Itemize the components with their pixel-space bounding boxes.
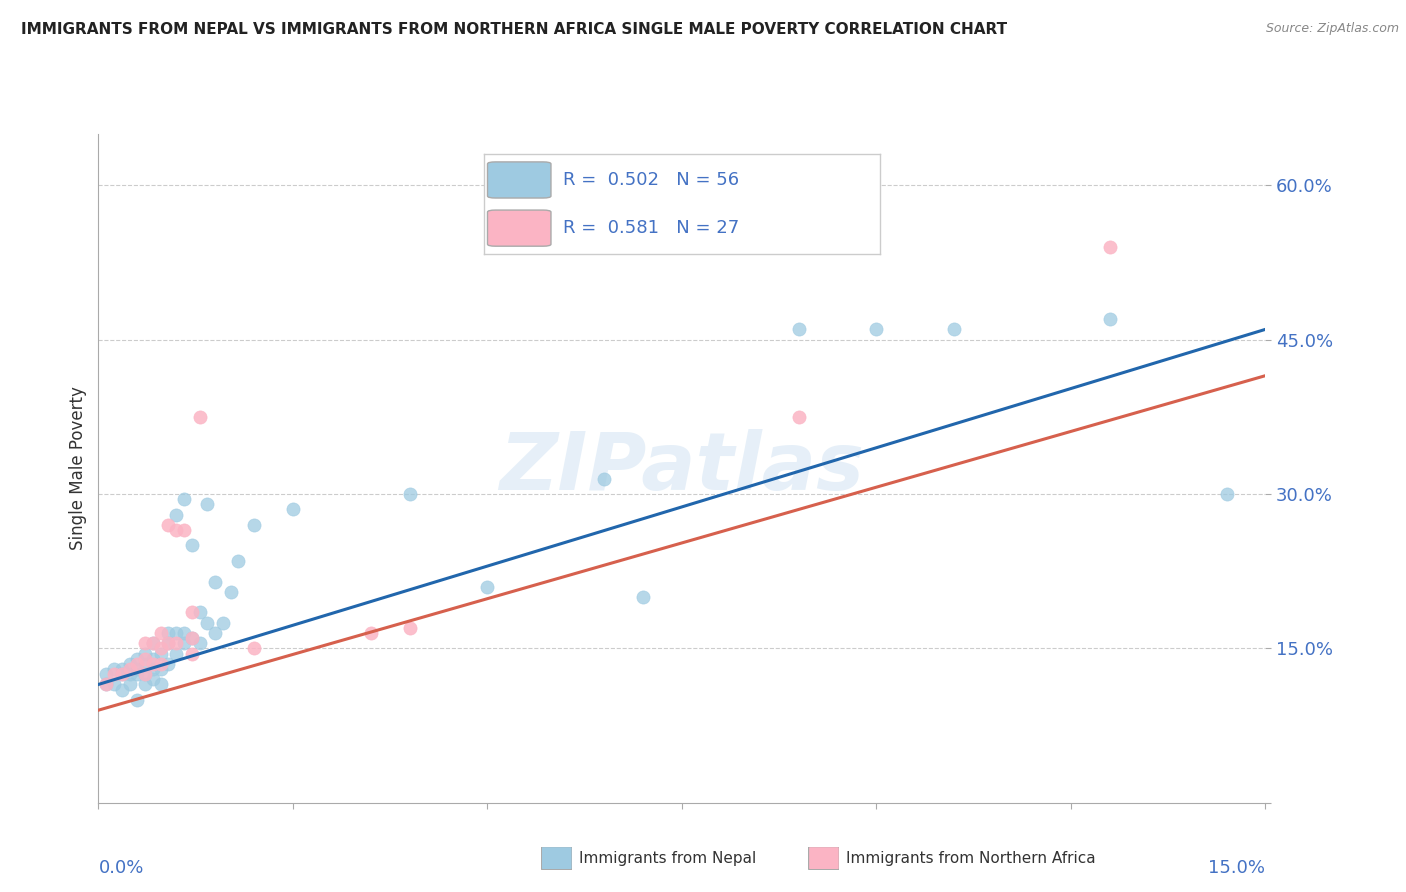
Point (127, 662, 149, 676)
Point (149, 677, 172, 691)
Point (157, 657, 180, 671)
Point (195, 497, 218, 511)
Point (142, 657, 165, 671)
Point (96, 677, 118, 691)
Point (281, 502, 304, 516)
Point (111, 667, 134, 681)
Point (204, 626, 226, 640)
Point (173, 636, 195, 650)
Point (142, 673, 165, 687)
Point (360, 626, 382, 640)
Point (1098, 240, 1121, 254)
Point (103, 667, 125, 681)
Point (165, 508, 187, 522)
Point (134, 667, 156, 681)
Point (165, 523, 187, 537)
Point (180, 647, 202, 661)
Point (111, 662, 134, 676)
Point (142, 651, 165, 665)
Point (398, 487, 420, 501)
Point (173, 492, 195, 507)
Point (195, 615, 218, 630)
Point (111, 682, 134, 697)
Point (157, 517, 180, 532)
Point (134, 651, 156, 665)
Point (188, 409, 211, 424)
Point (96, 667, 118, 681)
Point (142, 662, 165, 676)
Point (165, 626, 187, 640)
Text: ZIPatlas: ZIPatlas (499, 429, 865, 508)
FancyBboxPatch shape (808, 847, 839, 870)
Point (173, 626, 195, 640)
Point (134, 647, 156, 661)
Y-axis label: Single Male Poverty: Single Male Poverty (69, 386, 87, 550)
Point (787, 409, 810, 424)
Point (243, 641, 266, 656)
Point (243, 517, 266, 532)
Point (142, 636, 165, 650)
Text: Immigrants from Northern Africa: Immigrants from Northern Africa (846, 851, 1097, 865)
Point (157, 636, 180, 650)
Point (134, 677, 156, 691)
Point (127, 657, 149, 671)
Point (165, 636, 187, 650)
Point (118, 657, 141, 671)
Point (180, 539, 202, 553)
Point (180, 606, 202, 620)
Point (142, 636, 165, 650)
Point (1098, 312, 1121, 326)
Point (180, 631, 202, 645)
Point (173, 523, 195, 537)
Point (134, 657, 156, 671)
Point (96, 677, 118, 691)
Point (219, 584, 242, 599)
Point (149, 626, 172, 640)
Text: Source: ZipAtlas.com: Source: ZipAtlas.com (1265, 22, 1399, 36)
Point (118, 677, 141, 691)
Point (188, 636, 211, 650)
Text: R =  0.502   N = 56: R = 0.502 N = 56 (562, 171, 740, 189)
Point (149, 657, 172, 671)
Point (398, 621, 420, 635)
Point (134, 667, 156, 681)
FancyBboxPatch shape (488, 162, 551, 198)
Point (149, 641, 172, 656)
Point (204, 574, 226, 589)
Point (118, 667, 141, 681)
Point (103, 662, 125, 676)
Point (212, 615, 235, 630)
Point (134, 636, 156, 650)
Point (188, 606, 211, 620)
Text: IMMIGRANTS FROM NEPAL VS IMMIGRANTS FROM NORTHERN AFRICA SINGLE MALE POVERTY COR: IMMIGRANTS FROM NEPAL VS IMMIGRANTS FROM… (21, 22, 1007, 37)
Point (228, 554, 250, 568)
Point (103, 677, 125, 691)
Point (477, 580, 499, 594)
Point (1215, 487, 1237, 501)
Point (111, 667, 134, 681)
Point (943, 322, 966, 336)
Point (149, 662, 172, 676)
Point (787, 322, 810, 336)
Text: R =  0.581   N = 27: R = 0.581 N = 27 (562, 219, 740, 237)
Point (631, 590, 654, 604)
Point (165, 647, 187, 661)
Point (593, 472, 616, 486)
Point (180, 631, 202, 645)
Text: 15.0%: 15.0% (1208, 859, 1265, 878)
Point (149, 647, 172, 661)
FancyBboxPatch shape (488, 211, 551, 246)
Point (157, 626, 180, 640)
FancyBboxPatch shape (541, 847, 572, 870)
Point (127, 651, 149, 665)
Text: 0.0%: 0.0% (98, 859, 143, 878)
Point (118, 662, 141, 676)
Text: Immigrants from Nepal: Immigrants from Nepal (579, 851, 756, 865)
Point (127, 667, 149, 681)
Point (127, 693, 149, 707)
Point (157, 636, 180, 650)
Point (865, 322, 887, 336)
